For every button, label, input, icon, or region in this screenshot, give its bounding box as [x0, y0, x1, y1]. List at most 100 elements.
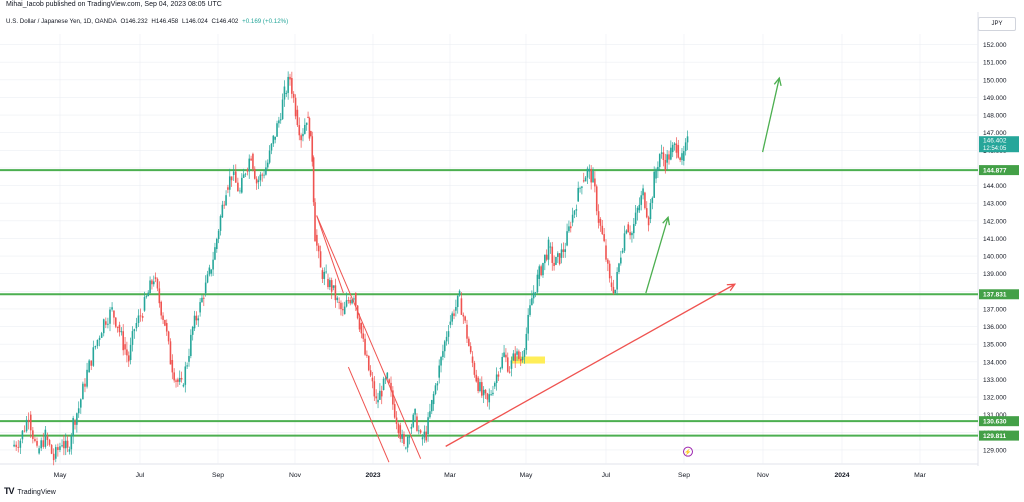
candle-body [538, 266, 541, 279]
candle-body [289, 76, 291, 80]
last-price-label: 146.402 [983, 138, 1007, 145]
candle-body [410, 426, 413, 429]
candle-body [684, 142, 687, 152]
candle-body [314, 202, 316, 242]
candle-body [259, 174, 262, 181]
candle-body [425, 431, 428, 441]
candle-body [588, 168, 591, 172]
time-tick-label: 2024 [834, 472, 849, 479]
candle-body [298, 125, 301, 136]
candle-body [228, 176, 231, 190]
level-price-label: 129.811 [983, 433, 1007, 440]
candle-body [90, 360, 93, 366]
candle-body [305, 122, 308, 125]
candle-body [253, 168, 256, 179]
candle-body [323, 271, 326, 279]
candle-body [571, 214, 574, 223]
candle-body [562, 249, 565, 252]
candle-body [670, 147, 672, 160]
candle-body [599, 219, 602, 226]
candle-body [122, 331, 124, 351]
candle-body [369, 370, 372, 376]
candle-body [367, 355, 370, 371]
candle-body [434, 385, 437, 395]
candle-body [416, 416, 418, 431]
candle-body [557, 253, 559, 257]
candle-body [343, 306, 346, 315]
candle-body [642, 188, 644, 196]
candle-body [443, 341, 446, 352]
candle-body [57, 447, 59, 450]
candle-body [156, 278, 159, 289]
candle-body [384, 378, 387, 380]
candle-body [564, 249, 567, 252]
candle-body [373, 381, 376, 397]
candle-body [601, 225, 604, 235]
candle-body [36, 441, 38, 446]
chart-area[interactable]: 129.000130.000131.000132.000133.000134.0… [0, 12, 1024, 484]
candle-body [287, 76, 289, 93]
candle-body [100, 333, 103, 338]
candle-body [86, 369, 88, 387]
candle-body [80, 399, 82, 408]
candle-body [317, 245, 320, 252]
candle-body [129, 344, 132, 361]
candle-body [660, 152, 663, 154]
candle-body [44, 429, 47, 447]
candle-body [244, 173, 247, 175]
level-price-label: 144.877 [983, 168, 1007, 175]
candle-body [270, 143, 273, 151]
candle-body [329, 280, 331, 288]
candle-body [501, 356, 504, 369]
candle-body [261, 174, 263, 176]
time-tick-label: Sep [212, 472, 224, 479]
price-chart[interactable]: 129.000130.000131.000132.000133.000134.0… [0, 12, 1024, 484]
candle-body [13, 444, 15, 447]
candle-body [94, 346, 97, 348]
candle-body [98, 337, 101, 340]
candle-body [109, 309, 111, 324]
candle-body [266, 162, 269, 168]
candle-body [46, 435, 49, 440]
candle-body [133, 329, 136, 332]
candle-body [82, 383, 84, 400]
candle-body [279, 119, 282, 121]
candle-body [184, 366, 187, 385]
candle-body [304, 124, 306, 134]
candle-body [319, 251, 322, 268]
candle-body [677, 145, 680, 158]
candle-body [484, 389, 487, 394]
candle-body [141, 315, 144, 318]
candle-body [382, 378, 385, 390]
time-tick-label: Mar [444, 472, 456, 479]
price-tick-label: 131.000 [983, 412, 1007, 419]
last-price-countdown: 12:54:05 [983, 146, 1007, 152]
price-tick-label: 152.000 [983, 42, 1007, 49]
candle-body [345, 300, 348, 307]
currency-badge[interactable]: JPY [978, 17, 1016, 31]
candle-body [114, 317, 117, 327]
candle-body [360, 323, 363, 334]
candle-body [300, 135, 302, 141]
candle-body [188, 356, 190, 362]
level-price-label: 130.630 [983, 419, 1007, 426]
candle-body [553, 262, 555, 267]
candle-body [158, 288, 161, 304]
candle-body [257, 180, 260, 183]
candle-body [427, 417, 429, 435]
candle-body [542, 262, 544, 276]
candle-body [23, 430, 26, 432]
candle-body [430, 400, 433, 412]
candle-body [171, 360, 174, 373]
candle-body [265, 167, 267, 175]
symbol-name[interactable]: U.S. Dollar / Japanese Yen, 1D, OANDA [6, 18, 117, 25]
candle-body [347, 300, 350, 302]
candle-body [645, 208, 648, 218]
candle-body [126, 349, 128, 356]
candle-body [631, 232, 633, 236]
time-tick-label: May [54, 472, 67, 479]
candle-body [551, 246, 554, 263]
candle-body [375, 396, 377, 399]
candle-body [232, 171, 235, 175]
candle-body [336, 297, 339, 301]
